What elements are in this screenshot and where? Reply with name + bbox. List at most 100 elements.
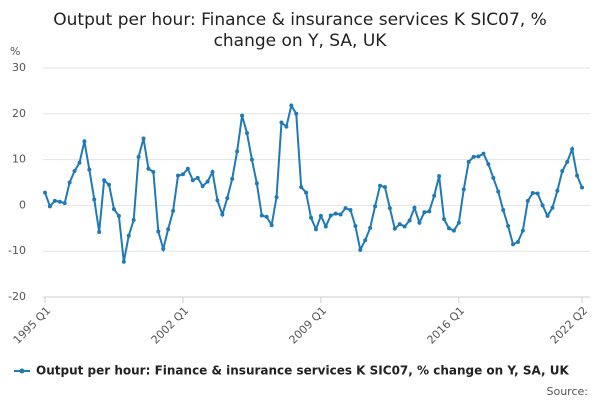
point [126, 233, 131, 238]
point [171, 208, 176, 213]
point [471, 154, 476, 159]
point [97, 229, 102, 234]
point [570, 147, 575, 152]
point [215, 198, 220, 203]
point [82, 139, 87, 144]
point [151, 169, 156, 174]
point [363, 238, 368, 243]
point [432, 193, 437, 198]
point [210, 169, 215, 174]
point [555, 188, 560, 193]
point [309, 215, 314, 220]
point [456, 220, 461, 225]
point [185, 166, 190, 171]
point [180, 172, 185, 177]
x-tick-label: 2022 Q2 [548, 304, 591, 347]
point [481, 151, 486, 156]
x-tick-label: 2016 Q1 [425, 304, 468, 347]
point [235, 149, 240, 154]
point [289, 103, 294, 108]
y-tick-label: -10 [8, 244, 26, 257]
point [422, 210, 427, 215]
point [244, 131, 249, 136]
point [530, 191, 535, 196]
point [102, 178, 107, 183]
point [131, 218, 136, 223]
point [195, 175, 200, 180]
point [368, 225, 373, 230]
y-tick-label: 30 [12, 61, 26, 74]
point [353, 224, 358, 229]
point [52, 198, 57, 203]
point [446, 226, 451, 231]
point [313, 227, 318, 232]
point [264, 214, 269, 219]
point [304, 190, 309, 195]
point [466, 159, 471, 164]
y-axis-label: % [10, 45, 20, 58]
point [284, 124, 289, 129]
point [225, 196, 230, 201]
source: Source: [547, 385, 589, 398]
point [520, 228, 525, 233]
point [249, 157, 254, 162]
point [318, 213, 323, 218]
point [67, 180, 72, 185]
point [294, 111, 299, 116]
legend-label: Output per hour: Finance & insurance ser… [36, 364, 569, 378]
x-tick-label: 2009 Q1 [287, 304, 330, 347]
point [338, 212, 343, 217]
chart-title: change on Y, SA, UK [214, 31, 388, 51]
point [200, 184, 205, 189]
point [323, 224, 328, 229]
point [230, 176, 235, 181]
point [525, 198, 530, 203]
point [545, 213, 550, 218]
point [205, 179, 210, 184]
point [220, 212, 225, 217]
point [47, 204, 52, 209]
point [72, 169, 77, 174]
point [57, 199, 62, 204]
point [417, 220, 422, 225]
series-line [44, 102, 583, 262]
point [92, 197, 97, 202]
y-tick-label: -20 [8, 290, 26, 303]
point [535, 191, 540, 196]
point [373, 204, 378, 209]
point [279, 120, 284, 125]
y-tick-label: 20 [12, 107, 26, 120]
point [496, 189, 501, 194]
point [476, 154, 481, 159]
point [580, 185, 584, 190]
point [437, 174, 442, 179]
point [141, 136, 146, 141]
point [501, 207, 506, 212]
point [560, 169, 565, 174]
point [506, 224, 511, 229]
point [378, 183, 383, 188]
point [461, 187, 466, 192]
point [540, 203, 545, 208]
point [121, 259, 126, 264]
point [166, 227, 171, 232]
point [274, 195, 279, 200]
point [156, 229, 161, 234]
point [269, 223, 274, 228]
point [240, 113, 245, 118]
point [442, 217, 447, 222]
point [343, 206, 348, 211]
point [486, 162, 491, 167]
x-tick-label: 2002 Q1 [149, 304, 192, 347]
point [328, 213, 333, 218]
point [412, 205, 417, 210]
point [333, 211, 338, 216]
point [77, 160, 82, 165]
point [259, 213, 264, 218]
point [176, 173, 181, 178]
point [511, 242, 516, 247]
point [565, 159, 570, 164]
y-tick-label: 0 [19, 198, 26, 211]
point [116, 213, 121, 218]
